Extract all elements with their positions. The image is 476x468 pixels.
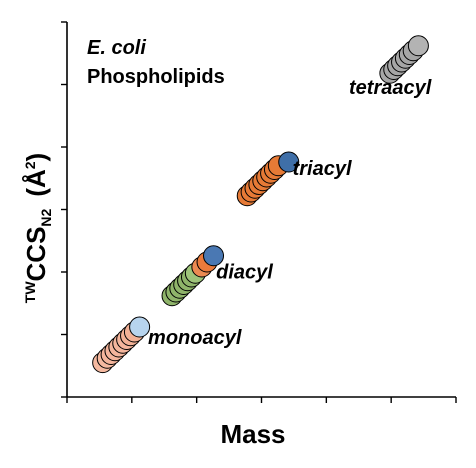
series-diacyl	[161, 245, 225, 307]
monoacyl-point-9	[129, 316, 151, 338]
series-triacyl	[236, 151, 300, 207]
x-axis-ticks	[66, 397, 457, 403]
title-line-2: Phospholipids	[87, 66, 225, 88]
series-monoacyl	[92, 316, 151, 374]
data-points	[92, 35, 429, 374]
y-axis-title: TWCCSN2 (Å2)	[21, 153, 54, 303]
triacyl-point-9	[278, 151, 300, 173]
annotation-tetraacyl: tetraacyl	[349, 77, 432, 99]
annotation-diacyl: diacyl	[216, 261, 273, 283]
y-axis-ticks	[61, 21, 67, 398]
y-axis-title-unit-sup: 2	[22, 161, 38, 169]
chart-title: E. coli Phospholipids	[87, 37, 225, 88]
annotation-triacyl: triacyl	[293, 158, 352, 180]
diacyl-point-9	[203, 245, 225, 267]
y-axis-title-subscript: N2	[38, 208, 54, 226]
tetraacyl-point-7	[407, 35, 429, 57]
y-axis-title-unit-close: )	[21, 153, 51, 162]
y-axis-title-prefix: TW	[22, 281, 38, 304]
y-axis-title-main: CCS	[21, 227, 51, 282]
title-line-1: E. coli	[87, 37, 146, 59]
series-tetraacyl	[379, 35, 429, 84]
series-annotations: tetraacyl triacyl diacyl monoacyl	[148, 77, 432, 349]
y-axis-title-unit-open: (Å	[21, 169, 51, 197]
plot-area	[61, 21, 457, 403]
x-axis-title: Mass	[220, 419, 285, 449]
annotation-monoacyl: monoacyl	[148, 327, 242, 349]
